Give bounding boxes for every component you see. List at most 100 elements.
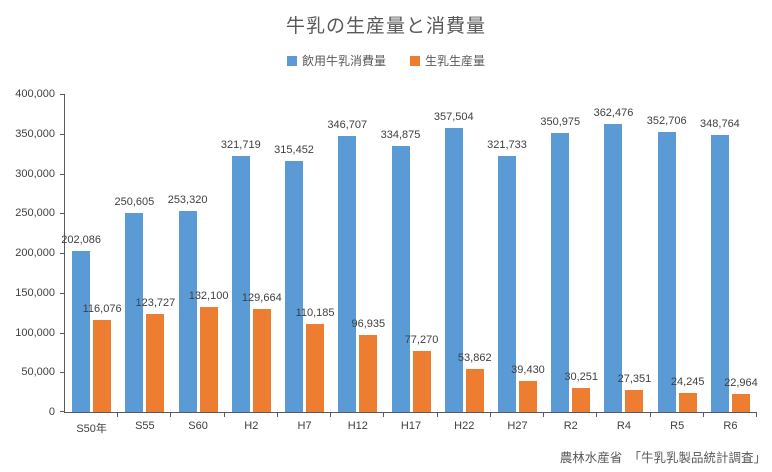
- bar-consumption: [285, 161, 304, 412]
- x-axis-label: H2: [244, 420, 259, 432]
- bar-production: [252, 309, 271, 412]
- category-group: 362,476 27,351 R4: [593, 94, 652, 432]
- x-tick-mark: [383, 412, 385, 417]
- x-tick-mark: [117, 412, 119, 417]
- x-axis-label: H7: [297, 420, 312, 432]
- x-tick-mark: [276, 412, 278, 417]
- data-label-production: 53,862: [457, 352, 492, 364]
- bar-consumption: [391, 146, 410, 412]
- x-axis-label: R6: [723, 420, 738, 432]
- data-label-consumption: 321,733: [487, 139, 527, 151]
- bar-consumption: [497, 156, 516, 412]
- data-label-production: 123,727: [135, 297, 176, 309]
- legend-label-production: 生乳生産量: [425, 54, 486, 68]
- data-label-consumption: 315,452: [274, 144, 314, 156]
- data-label-production: 27,351: [617, 373, 652, 385]
- y-tick-label: 50,000: [21, 366, 55, 379]
- category-group: 202,086 116,076 S50年: [61, 94, 121, 435]
- bar-production: [359, 335, 378, 412]
- bar-production: [465, 369, 484, 412]
- x-tick-mark: [223, 412, 225, 417]
- category-group: 334,875 77,270 H17: [380, 94, 439, 432]
- data-label-production: 110,185: [295, 307, 335, 319]
- category-group: 321,733 39,430 H27: [487, 94, 545, 432]
- data-label-production: 96,935: [351, 318, 386, 330]
- data-label-consumption: 350,975: [540, 116, 581, 128]
- y-tick-mark: [60, 173, 65, 175]
- y-tick-label: 100,000: [15, 326, 55, 339]
- legend-swatch-production-icon: [410, 55, 420, 66]
- x-axis-label: R2: [563, 420, 578, 432]
- data-label-production: 116,076: [82, 303, 122, 315]
- bar-production: [146, 314, 165, 412]
- legend-label-consumption: 飲用牛乳消費量: [301, 54, 386, 68]
- x-axis-label: S55: [135, 420, 155, 432]
- y-tick-mark: [60, 411, 65, 412]
- bar-production: [518, 381, 537, 412]
- data-label-consumption: 202,086: [61, 234, 101, 246]
- bar-consumption: [444, 128, 463, 412]
- x-axis-label: H27: [507, 420, 528, 432]
- data-label-consumption: 362,476: [593, 107, 634, 119]
- x-axis-label: H12: [347, 420, 368, 432]
- x-tick-mark: [649, 412, 651, 417]
- data-label-production: 77,270: [404, 334, 439, 346]
- source-note: 農林水産省 「牛乳乳製品統計調査」: [559, 451, 766, 465]
- data-label-production: 129,664: [241, 292, 282, 304]
- bar-consumption: [338, 136, 357, 412]
- x-axis-label: S50年: [76, 423, 107, 435]
- y-tick-mark: [60, 332, 65, 334]
- bar-consumption: [72, 251, 91, 412]
- data-label-consumption: 250,605: [114, 196, 155, 208]
- bar-production: [412, 351, 431, 412]
- x-axis-label: R4: [616, 420, 631, 432]
- category-group: 352,706 24,245 R5: [647, 94, 705, 432]
- data-label-consumption: 321,719: [220, 139, 261, 151]
- x-tick-mark: [756, 412, 758, 417]
- data-label-consumption: 346,707: [327, 119, 368, 131]
- category-group: 321,719 129,664 H2: [221, 94, 282, 432]
- y-tick-label: 0: [48, 406, 55, 418]
- bar-production: [678, 393, 697, 412]
- bar-consumption: [604, 124, 623, 412]
- category-group: 250,605 123,727 S55: [114, 94, 175, 432]
- x-tick-mark: [170, 412, 172, 417]
- data-label-production: 39,430: [511, 364, 545, 376]
- bar-consumption: [551, 133, 570, 412]
- x-tick-mark: [489, 412, 491, 417]
- legend: 飲用牛乳消費量 生乳生産量: [0, 52, 772, 69]
- bar-consumption: [125, 213, 144, 412]
- data-label-consumption: 357,504: [433, 111, 474, 123]
- data-label-consumption: 348,764: [700, 118, 740, 130]
- data-label-consumption: 352,706: [646, 115, 687, 127]
- plot-area: 202,086 116,076 S50年 250,605 123,727 S55 253,3…: [15, 88, 758, 435]
- y-tick-mark: [60, 133, 65, 135]
- y-tick-mark: [60, 253, 65, 254]
- bar-production: [306, 324, 325, 412]
- y-tick-mark: [60, 213, 65, 215]
- category-group: 346,707 96,935 H12: [327, 94, 386, 432]
- category-group: 350,975 30,251 R2: [540, 94, 599, 432]
- data-label-production: 132,100: [188, 290, 229, 302]
- data-label-consumption: 253,320: [167, 194, 208, 206]
- y-tick-label: 300,000: [15, 167, 55, 180]
- legend-item-production: 生乳生産量: [410, 52, 485, 69]
- data-label-production: 22,964: [724, 377, 758, 389]
- bar-production: [93, 320, 112, 412]
- x-axis-label: H22: [454, 420, 475, 432]
- x-axis-label: S60: [188, 420, 208, 432]
- x-tick-mark: [436, 412, 438, 417]
- bar-consumption: [231, 156, 250, 412]
- data-label-consumption: 334,875: [380, 129, 421, 141]
- x-axis-label: H17: [400, 420, 422, 432]
- y-tick-mark: [60, 292, 65, 294]
- y-tick-label: 400,000: [15, 88, 55, 100]
- bar-production: [572, 388, 591, 412]
- x-tick-mark: [702, 412, 704, 417]
- category-group: 348,764 22,964 R6: [700, 94, 758, 432]
- y-tick-label: 250,000: [15, 207, 55, 220]
- data-label-production: 30,251: [564, 371, 599, 383]
- x-tick-mark: [543, 412, 545, 417]
- x-tick-mark: [596, 412, 598, 417]
